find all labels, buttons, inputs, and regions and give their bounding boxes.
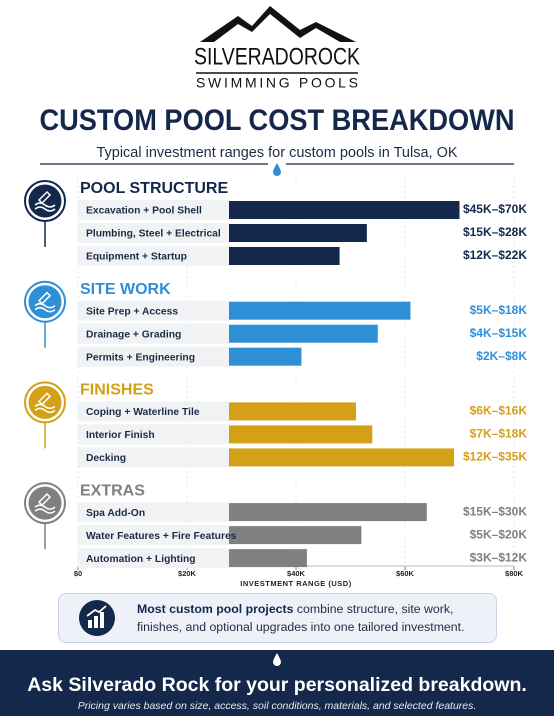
- footer-note: Pricing varies based on size, access, so…: [78, 700, 477, 712]
- row-label: Site Prep + Access: [86, 306, 178, 317]
- group-icon-glyph: [34, 392, 56, 414]
- row-label: Coping + Waterline Tile: [86, 407, 200, 418]
- range-label: $12K–$22K: [463, 248, 527, 262]
- chart-subtitle: Typical investment ranges for custom poo…: [96, 145, 457, 161]
- callout-text: Most custom pool projects combine struct…: [137, 600, 487, 636]
- row-label: Drainage + Grading: [86, 329, 181, 340]
- x-tick-label: $80K: [505, 569, 524, 578]
- x-tick-label: $0: [74, 569, 82, 578]
- row-label-box: [78, 200, 229, 220]
- range-label: $6K–$16K: [470, 404, 528, 418]
- row-label-box: [78, 525, 229, 546]
- row-label: Water Features + Fire Features: [86, 531, 237, 542]
- row-label: Plumbing, Steel + Electrical: [86, 229, 221, 240]
- row-label-box: [78, 502, 229, 523]
- group-icon-glyph: [34, 291, 56, 313]
- range-label: $12K–$35K: [463, 450, 527, 464]
- row-label: Permits + Engineering: [86, 352, 195, 363]
- x-tick-label: $20K: [178, 569, 197, 578]
- footer-headline: Ask Silverado Rock for your personalized…: [27, 674, 527, 696]
- range-label: $45K–$70K: [463, 202, 527, 216]
- icon-bar: [88, 620, 92, 628]
- drop-icon: [273, 163, 281, 176]
- row-label-box: [78, 447, 229, 468]
- row-label: Automation + Lighting: [86, 554, 196, 565]
- icon-arrow: [86, 605, 107, 617]
- row-label-box: [78, 323, 229, 344]
- row-label-box: [78, 401, 229, 422]
- row-label-box: [78, 346, 229, 367]
- row-label-box: [78, 424, 229, 445]
- row-label-box: [78, 223, 229, 243]
- x-tick-label: $40K: [287, 569, 306, 578]
- row-label: Spa Add-On: [86, 508, 145, 519]
- group-title: POOL STRUCTURE: [80, 180, 228, 197]
- range-label: $5K–$20K: [470, 527, 528, 541]
- row-label-box: [78, 246, 229, 266]
- group-icon-glyph: [34, 493, 56, 514]
- range-label: $5K–$18K: [470, 303, 528, 317]
- row-label-box: [78, 300, 229, 321]
- range-label: $4K–$15K: [470, 326, 528, 340]
- range-label: $3K–$12K: [470, 550, 528, 564]
- callout: Most custom pool projects combine struct…: [58, 593, 497, 643]
- drop-icon: [273, 653, 281, 666]
- chart-title: CUSTOM POOL COST BREAKDOWN: [40, 104, 515, 137]
- logo-name: SILVERADOROCK: [194, 43, 360, 70]
- range-label: $2K–$8K: [476, 349, 527, 363]
- group-title: EXTRAS: [80, 482, 145, 499]
- callout-body: combine structure, site work, finishes, …: [137, 602, 465, 634]
- group-title: SITE WORK: [80, 281, 171, 298]
- range-label: $15K–$28K: [463, 225, 527, 239]
- row-label: Excavation + Pool Shell: [86, 206, 202, 217]
- logo-mountains: [200, 6, 356, 42]
- icon-bar: [100, 612, 104, 628]
- icon-bar: [94, 616, 98, 628]
- range-label: $7K–$18K: [470, 427, 528, 441]
- row-label: Equipment + Startup: [86, 252, 187, 263]
- callout-lead: Most custom pool projects: [137, 602, 294, 616]
- x-axis-label: INVESTMENT RANGE (USD): [240, 579, 351, 588]
- group-title: FINISHES: [80, 382, 154, 399]
- group-icon-glyph: [34, 190, 56, 212]
- row-label: Interior Finish: [86, 430, 155, 441]
- logo-tagline: SWIMMING POOLS: [196, 75, 358, 91]
- row-label-box: [78, 548, 229, 569]
- range-label: $15K–$30K: [463, 504, 527, 518]
- x-tick-label: $60K: [396, 569, 415, 578]
- row-label: Decking: [86, 453, 126, 464]
- callout-icon: [79, 600, 115, 636]
